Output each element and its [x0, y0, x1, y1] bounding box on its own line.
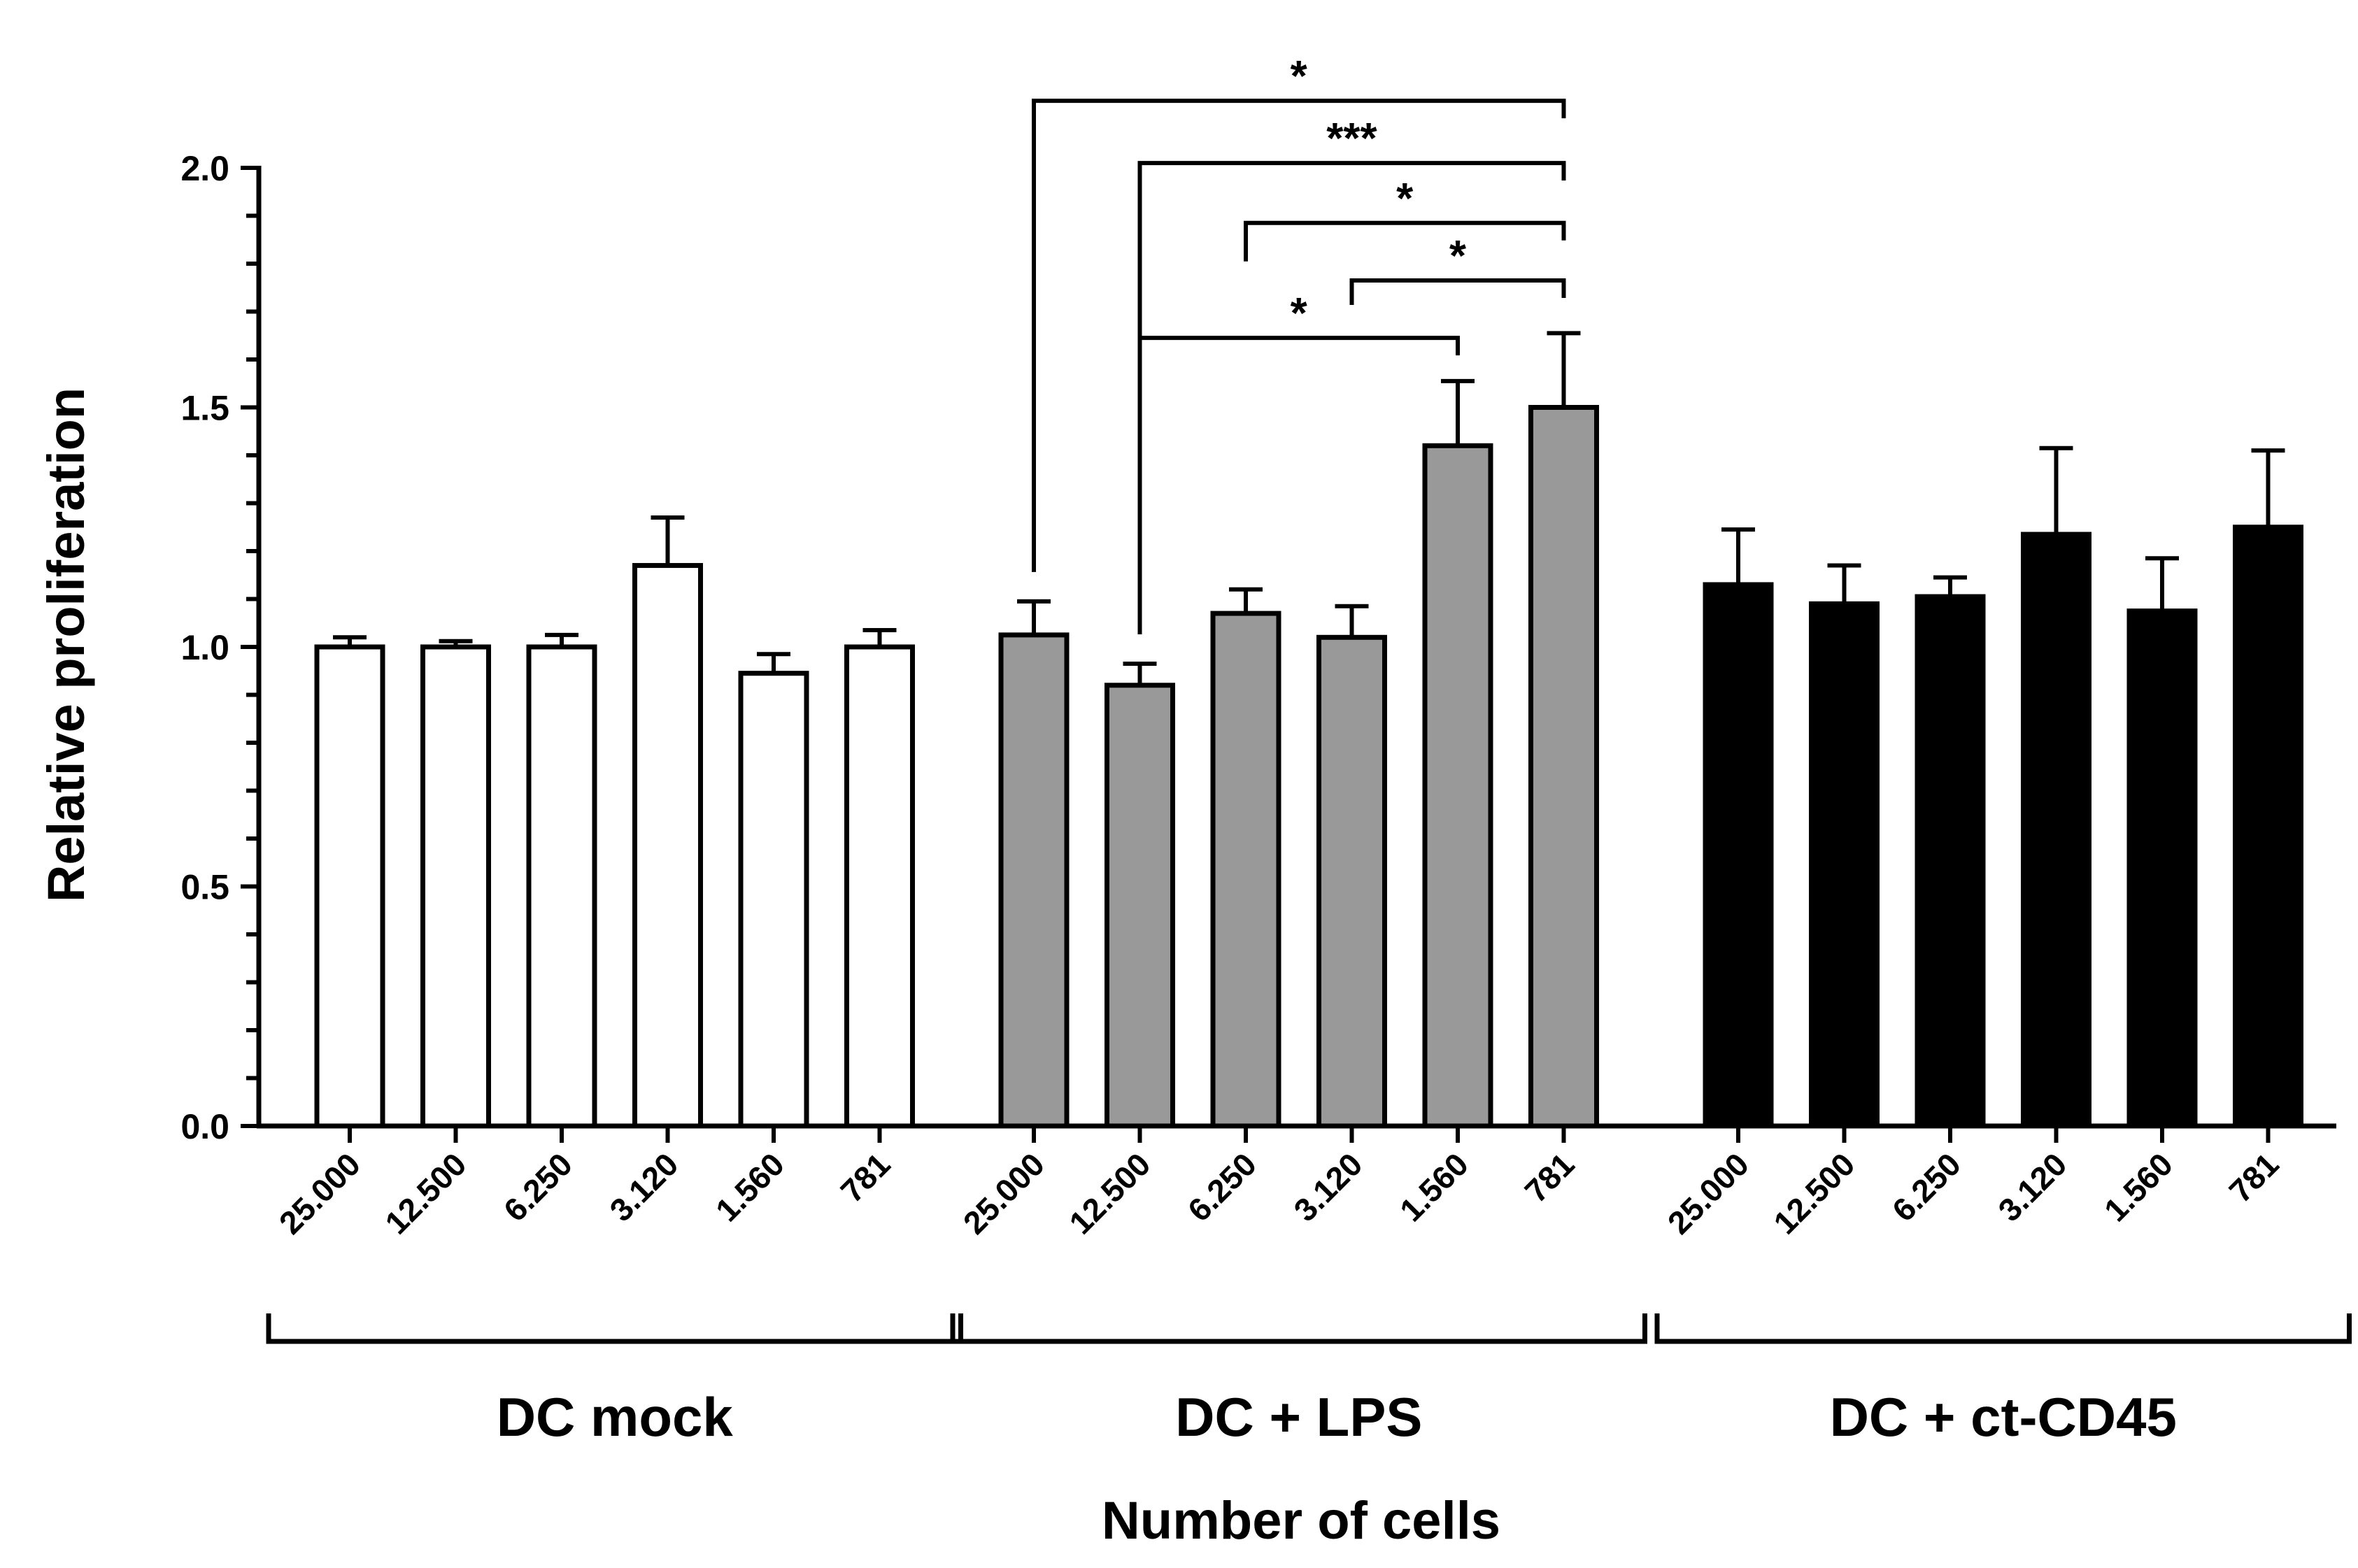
- significance-bracket: [1137, 161, 1566, 634]
- bar: [2126, 608, 2198, 1129]
- group-bracket: [266, 1313, 963, 1344]
- group-label: DC + ct-CD45: [1830, 1386, 2177, 1448]
- x-tick-label: 781: [834, 1146, 897, 1209]
- group-bracket: [1654, 1313, 2352, 1344]
- y-tick-label: 0.0: [180, 1107, 229, 1146]
- significance-bracket: [1137, 336, 1460, 634]
- bar: [1703, 582, 1774, 1129]
- x-tick-label: 781: [1518, 1146, 1582, 1209]
- group-bracket: [950, 1313, 1647, 1344]
- y-tick-label: 0.5: [180, 868, 229, 907]
- significance-bracket: [1349, 278, 1566, 305]
- x-tick-label: 3.120: [602, 1146, 685, 1228]
- bar: [314, 644, 385, 1129]
- x-tick-label: 6.250: [1885, 1146, 1968, 1228]
- x-tick-label: 12.500: [1062, 1146, 1157, 1241]
- x-tick-label: 6.250: [497, 1146, 579, 1228]
- y-tick-label: 1.0: [180, 628, 229, 667]
- bar: [526, 644, 597, 1129]
- bar: [2233, 525, 2303, 1129]
- bar: [1528, 405, 1599, 1129]
- y-tick-label: 2.0: [180, 149, 229, 188]
- y-axis-label: Relative proliferation: [37, 387, 95, 902]
- group-label: DC + LPS: [1175, 1386, 1422, 1448]
- bar: [1316, 634, 1387, 1129]
- significance-label: ***: [1326, 115, 1377, 163]
- bar: [738, 671, 809, 1129]
- bar: [998, 632, 1070, 1129]
- bar: [1210, 611, 1281, 1129]
- x-tick-label: 1.560: [1393, 1146, 1475, 1228]
- x-tick-label: 6.250: [1181, 1146, 1263, 1228]
- bar: [632, 563, 703, 1129]
- significance-label: *: [1291, 52, 1308, 101]
- x-tick-label: 1.560: [709, 1146, 791, 1228]
- bar: [1105, 683, 1175, 1129]
- x-tick-label: 25.000: [272, 1146, 367, 1241]
- bar: [420, 644, 491, 1129]
- significance-label: *: [1396, 175, 1414, 223]
- x-tick-label: 781: [2222, 1146, 2286, 1209]
- x-tick-label: 12.500: [378, 1146, 473, 1241]
- x-axis-label: Number of cells: [1102, 1491, 1500, 1551]
- bar: [2021, 532, 2091, 1129]
- x-tick-label: 3.120: [1991, 1146, 2073, 1228]
- significance-label: *: [1291, 290, 1308, 338]
- significance-bracket: [1032, 99, 1566, 572]
- x-tick-label: 12.500: [1766, 1146, 1861, 1241]
- significance-bracket: [1244, 220, 1566, 262]
- bar: [1809, 601, 1880, 1129]
- x-tick-label: 25.000: [956, 1146, 1051, 1241]
- bar: [1915, 594, 1986, 1129]
- x-tick-label: 1.560: [2097, 1146, 2180, 1228]
- y-tick-label: 1.5: [180, 389, 229, 428]
- significance-label: *: [1449, 232, 1467, 280]
- x-tick-label: 25.000: [1661, 1146, 1756, 1241]
- group-label: DC mock: [497, 1386, 734, 1448]
- x-tick-label: 3.120: [1286, 1146, 1369, 1228]
- bar: [844, 644, 915, 1129]
- bar: [1422, 443, 1493, 1129]
